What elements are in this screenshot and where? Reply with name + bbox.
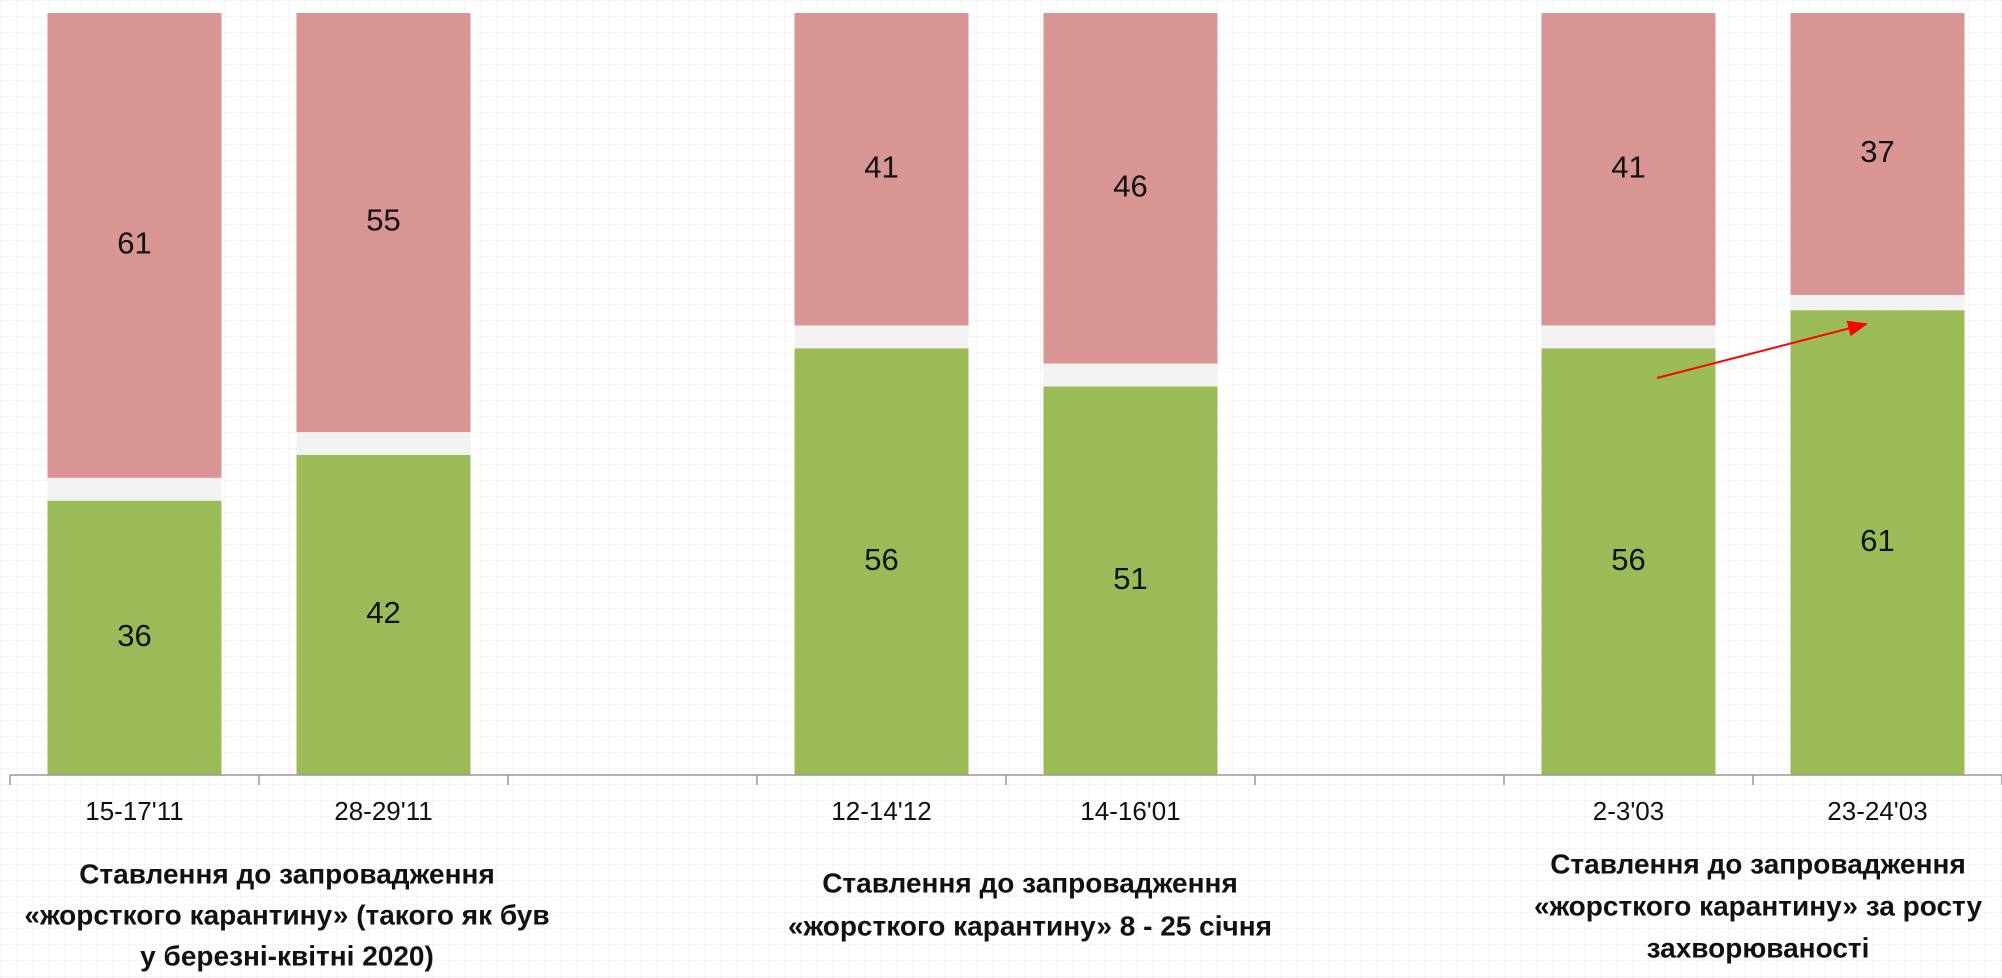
x-tick-label: 14-16'01 bbox=[1080, 796, 1180, 826]
bar-segment bbox=[1541, 348, 1716, 775]
data-label: 55 bbox=[366, 203, 400, 238]
data-label: 56 bbox=[1611, 542, 1645, 577]
bar-segment bbox=[47, 500, 222, 775]
bar-segment bbox=[1043, 363, 1218, 387]
data-label: 41 bbox=[1611, 149, 1645, 184]
group-label: Ставлення до запровадження bbox=[79, 858, 495, 889]
data-label: 37 bbox=[1860, 134, 1894, 169]
bar-segment bbox=[794, 13, 969, 326]
group-label: у березні-квітні 2020) bbox=[140, 940, 434, 971]
x-tick-label: 23-24'03 bbox=[1827, 796, 1927, 826]
bar-segment bbox=[296, 454, 471, 775]
trend-arrow bbox=[1656, 320, 1868, 379]
data-label: 61 bbox=[117, 226, 151, 261]
data-label: 41 bbox=[864, 149, 898, 184]
data-label: 36 bbox=[117, 618, 151, 653]
bar-segment bbox=[47, 13, 222, 478]
group-label: «жорсткого карантину» 8 - 25 січня bbox=[788, 910, 1272, 941]
bar-segment bbox=[794, 348, 969, 775]
bar-segment bbox=[296, 432, 471, 455]
bar-segment bbox=[1790, 310, 1965, 775]
bar-segment bbox=[794, 325, 969, 349]
data-label: 56 bbox=[864, 542, 898, 577]
bar-segment bbox=[1790, 13, 1965, 295]
x-tick-label: 2-3'03 bbox=[1593, 796, 1664, 826]
bar-segment bbox=[1790, 294, 1965, 311]
bar-segment bbox=[296, 13, 471, 433]
bar-segment bbox=[1043, 13, 1218, 364]
data-label: 42 bbox=[366, 595, 400, 630]
x-tick-label: 15-17'11 bbox=[85, 796, 183, 826]
group-label: «жорсткого карантину» за росту bbox=[1534, 890, 1982, 921]
group-label: «жорсткого карантину» (такого як був bbox=[24, 899, 549, 930]
x-tick-label: 12-14'12 bbox=[831, 796, 931, 826]
bar-segment bbox=[1541, 13, 1716, 326]
x-tick-label: 28-29'11 bbox=[334, 796, 432, 826]
bar-segment bbox=[1043, 386, 1218, 775]
bar-segment bbox=[1541, 325, 1716, 349]
group-label: захворюваності bbox=[1647, 932, 1870, 963]
bar-segment bbox=[47, 477, 222, 501]
group-label: Ставлення до запровадження bbox=[1550, 848, 1966, 879]
data-label: 61 bbox=[1860, 523, 1894, 558]
data-label: 51 bbox=[1113, 561, 1147, 596]
group-label: Ставлення до запровадження bbox=[822, 867, 1238, 898]
data-label: 46 bbox=[1113, 168, 1147, 203]
